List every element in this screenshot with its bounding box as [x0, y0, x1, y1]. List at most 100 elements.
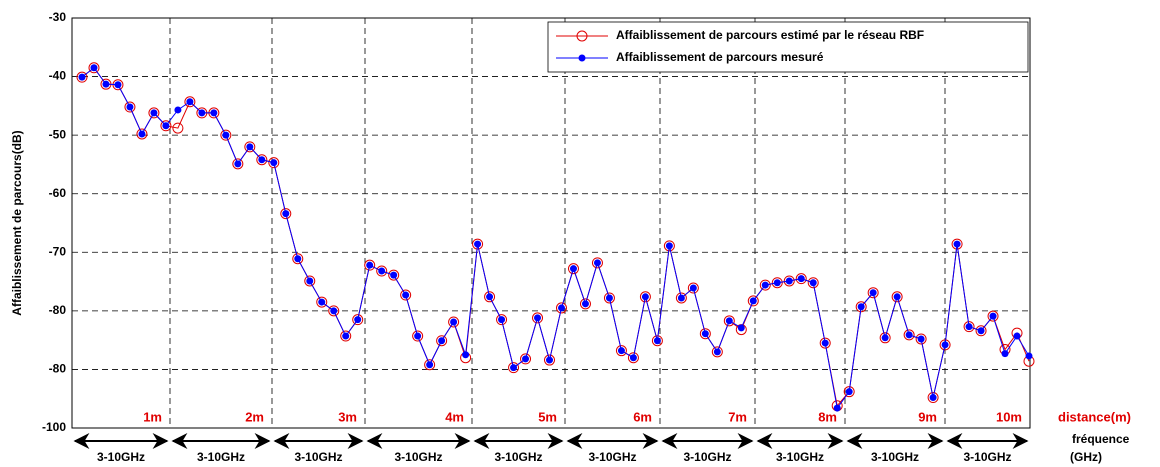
data-point: [989, 312, 997, 320]
data-point: [292, 253, 304, 265]
distance-label: 9m: [918, 409, 937, 424]
data-point: [627, 352, 639, 364]
data-point: [258, 156, 266, 164]
data-point: [424, 359, 436, 371]
data-point: [450, 318, 458, 326]
data-point: [472, 238, 484, 250]
data-point: [438, 337, 446, 345]
data-point: [653, 337, 661, 345]
data-point: [641, 293, 649, 301]
y-tick-label: -100: [42, 420, 66, 434]
data-point: [581, 300, 589, 308]
data-point: [689, 284, 697, 292]
distance-label: 6m: [633, 409, 652, 424]
data-point: [809, 279, 817, 287]
data-point: [603, 292, 615, 304]
data-point: [747, 295, 759, 307]
data-point: [330, 307, 338, 315]
data-point: [126, 103, 134, 111]
data-point: [522, 355, 530, 363]
frequency-label: 3-10GHz: [588, 450, 636, 464]
data-point: [785, 277, 793, 285]
data-point: [174, 106, 182, 114]
data-point: [927, 392, 939, 404]
data-point: [232, 158, 244, 170]
data-point: [304, 275, 316, 287]
data-point: [520, 353, 532, 365]
data-point: [474, 240, 482, 248]
data-point: [903, 329, 915, 341]
data-point: [915, 333, 927, 345]
data-point: [510, 364, 518, 372]
data-point: [342, 332, 350, 340]
data-point: [508, 362, 520, 374]
data-point: [761, 281, 769, 289]
data-point: [352, 314, 364, 326]
data-point: [124, 101, 136, 113]
data-point: [783, 275, 795, 287]
data-point: [546, 356, 554, 364]
data-point: [402, 291, 410, 299]
data-point: [987, 310, 999, 322]
data-point: [869, 289, 877, 297]
data-point: [366, 261, 374, 269]
data-point: [951, 238, 963, 250]
data-point: [340, 330, 352, 342]
distance-label: 4m: [445, 409, 464, 424]
distance-label: 3m: [338, 409, 357, 424]
data-point: [316, 296, 328, 308]
data-point: [484, 291, 496, 303]
data-point: [534, 314, 542, 322]
data-point: [843, 386, 855, 398]
data-point: [699, 328, 711, 340]
data-point: [591, 257, 603, 269]
data-point: [567, 263, 579, 275]
y-tick-label: -80: [49, 303, 67, 317]
data-point: [244, 141, 256, 153]
data-point: [390, 271, 398, 279]
data-point: [723, 315, 735, 327]
y-tick-label: -80: [49, 362, 67, 376]
data-point: [867, 287, 879, 299]
frequency-label: 3-10GHz: [97, 450, 145, 464]
legend-label: Affaiblissement de parcours mesuré: [616, 50, 824, 64]
data-point: [280, 208, 292, 220]
data-point: [412, 330, 424, 342]
data-point: [1025, 352, 1033, 360]
data-point: [675, 292, 687, 304]
series-line: [81, 67, 1030, 410]
data-point: [150, 109, 158, 117]
frequency-axis-label: (GHz): [1070, 450, 1102, 464]
data-point: [378, 267, 386, 275]
distance-label: 8m: [818, 409, 837, 424]
distance-label: 7m: [728, 409, 747, 424]
data-point: [102, 80, 110, 88]
data-point: [306, 277, 314, 285]
data-point: [819, 337, 831, 349]
data-point: [1013, 332, 1021, 340]
data-point: [953, 240, 961, 248]
data-point: [294, 255, 302, 263]
data-point: [246, 143, 254, 151]
distance-label: 1m: [143, 409, 162, 424]
data-point: [651, 335, 663, 347]
data-point: [270, 159, 278, 167]
data-point: [905, 331, 913, 339]
data-point: [569, 265, 577, 273]
legend-label: Affaiblissement de parcours estimé par l…: [616, 28, 924, 42]
data-point: [222, 131, 230, 139]
frequency-label: 3-10GHz: [197, 450, 245, 464]
data-point: [713, 348, 721, 356]
y-tick-label: -30: [49, 10, 67, 24]
data-point: [677, 294, 685, 302]
data-point: [977, 327, 985, 335]
data-point: [114, 81, 122, 89]
data-point: [414, 332, 422, 340]
data-point: [893, 293, 901, 301]
data-point: [136, 128, 148, 140]
data-point: [737, 324, 745, 332]
data-point: [929, 394, 937, 402]
data-point: [436, 335, 448, 347]
data-point: [376, 265, 388, 277]
data-point: [256, 154, 268, 166]
